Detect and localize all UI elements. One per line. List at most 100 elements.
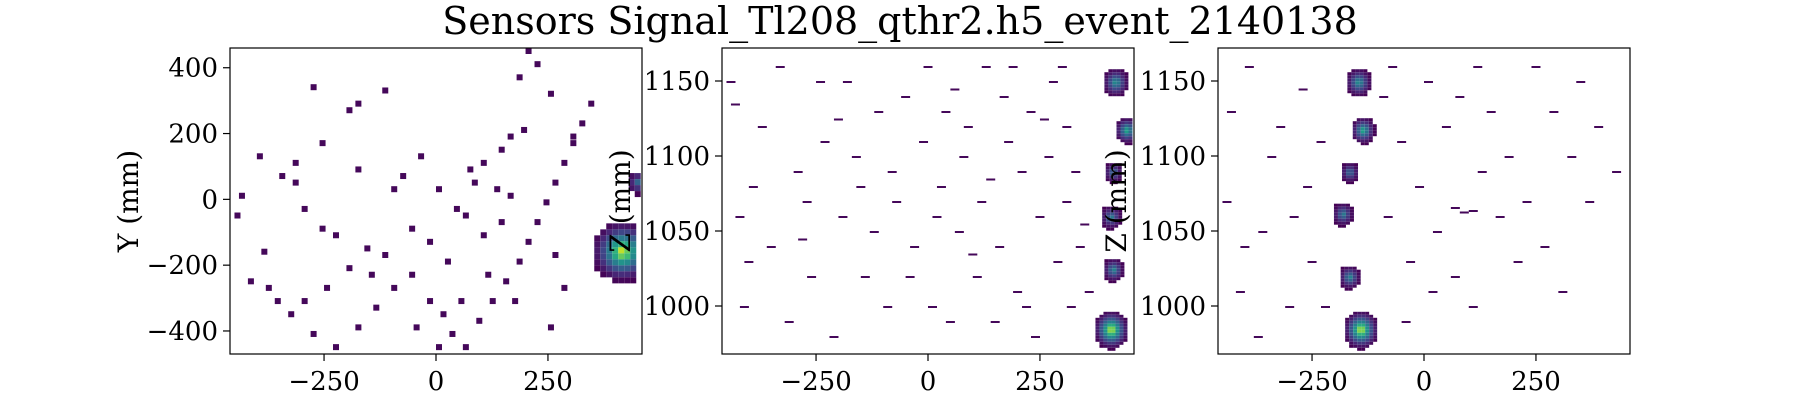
heatmap-cell: [1120, 78, 1125, 82]
heatmap-cell: [1340, 272, 1345, 276]
heatmap-cell: [1359, 75, 1364, 79]
heatmap-cell: [1099, 332, 1104, 336]
heatmap-cell: [1111, 326, 1116, 330]
heatmap-cell: [1116, 81, 1121, 85]
heatmap-cell: [1340, 269, 1345, 273]
heatmap-cell: [1120, 130, 1125, 134]
heatmap-cell: [436, 344, 442, 351]
heatmap-cell: [618, 259, 625, 266]
heatmap-cell: [292, 179, 299, 186]
heatmap-cell: [1344, 287, 1349, 291]
heatmap-cell: [1124, 127, 1129, 131]
heatmap-cell: [1585, 201, 1595, 203]
heatmap-cell: [1372, 127, 1377, 131]
heatmap-cell: [1367, 75, 1372, 79]
heatmap-cell: [1111, 320, 1116, 324]
heatmap-cell: [507, 192, 514, 199]
heatmap-cell: [612, 235, 619, 242]
heatmap-cell: [1356, 272, 1361, 276]
x-tick-label: 0: [428, 367, 445, 397]
heatmap-cell: [512, 298, 519, 305]
heatmap-cell: [1341, 203, 1346, 207]
heatmap-cell: [427, 238, 434, 245]
heatmap-cell: [1276, 126, 1286, 128]
heatmap-cell: [1361, 338, 1366, 342]
heatmap-cell: [1113, 178, 1118, 182]
heatmap-cell: [1004, 141, 1014, 143]
heatmap-cell: [391, 284, 398, 291]
heatmap-cell: [634, 191, 641, 198]
heatmap-cell: [1110, 206, 1115, 210]
heatmap-cell: [1107, 329, 1112, 333]
heatmap-cell: [1363, 72, 1368, 76]
heatmap-cell: [628, 179, 635, 186]
y-tick-label: 1000: [1140, 292, 1206, 322]
heatmap-cell: [1112, 274, 1117, 278]
heatmap-cell: [1099, 341, 1104, 345]
heatmap-cell: [1105, 163, 1110, 167]
heatmap-cell: [1352, 281, 1357, 285]
heatmap-cell: [1114, 212, 1119, 216]
heatmap-cell: [1105, 172, 1110, 176]
heatmap-cell: [1103, 311, 1108, 315]
heatmap-cell: [798, 238, 808, 241]
heatmap-cell: [1333, 215, 1338, 219]
heatmap-cell: [1341, 224, 1346, 228]
heatmap-cells-xz: [726, 66, 1133, 351]
heatmap-cell: [1364, 142, 1369, 146]
heatmap-cell: [1356, 130, 1361, 134]
heatmap-cell: [498, 219, 505, 226]
heatmap-cell: [1108, 277, 1113, 281]
heatmap-cell: [628, 173, 635, 180]
heatmap-cell: [1350, 178, 1355, 182]
heatmap-cell: [594, 259, 601, 266]
heatmap-cell: [1108, 280, 1113, 284]
heatmap-cell: [373, 304, 380, 311]
heatmap-cell: [1468, 306, 1478, 308]
heatmap-cell: [1112, 75, 1117, 79]
heatmap-cell: [1359, 90, 1364, 94]
heatmap-cell: [1350, 166, 1355, 170]
heatmap-cells-yz: [1222, 66, 1622, 351]
heatmap-cell: [1258, 231, 1268, 233]
heatmap-cell: [1120, 133, 1125, 137]
heatmap-cell: [928, 306, 937, 308]
heatmap-cell: [1337, 212, 1342, 216]
heatmap-cell: [301, 298, 308, 305]
heatmap-cell: [1360, 124, 1365, 128]
heatmap-cell: [1344, 281, 1349, 285]
heatmap-cell: [1351, 93, 1356, 97]
heatmap-cell: [1111, 347, 1116, 351]
heatmap-cell: [1253, 336, 1263, 338]
heatmap-cell: [630, 259, 637, 266]
heatmap-cell: [458, 298, 465, 305]
heatmap-cell: [1355, 81, 1360, 85]
heatmap-cell: [1349, 212, 1354, 216]
heatmap-cell: [1345, 218, 1350, 222]
heatmap-cell: [1354, 169, 1359, 173]
heatmap-cell: [543, 199, 550, 206]
heatmap-cell: [1357, 335, 1362, 339]
heatmap-cell: [1365, 341, 1370, 345]
heatmap-cell: [1347, 81, 1352, 85]
heatmap-cell: [1116, 136, 1121, 140]
heatmap-cell: [874, 111, 884, 113]
heatmap-cell: [1428, 291, 1438, 293]
heatmap-cell: [440, 311, 447, 318]
heatmap-cell: [1116, 84, 1121, 88]
heatmap-cell: [1099, 329, 1104, 333]
heatmap-cell: [1104, 81, 1109, 85]
heatmap-cell: [1116, 90, 1121, 94]
heatmap-cell: [793, 171, 803, 173]
heatmap-cell: [1353, 311, 1358, 315]
heatmap-cell: [1354, 163, 1359, 167]
heatmap-cell: [333, 344, 339, 351]
heatmap-cell: [1108, 265, 1113, 269]
heatmap-cell: [977, 201, 987, 203]
heatmap-cell: [1128, 136, 1133, 140]
heatmap-cell: [1119, 338, 1124, 342]
y-tick-label: 1100: [644, 142, 710, 172]
heatmap-cell: [1062, 126, 1072, 128]
heatmap-cell: [1128, 124, 1133, 128]
heatmap-cell: [1341, 215, 1346, 219]
